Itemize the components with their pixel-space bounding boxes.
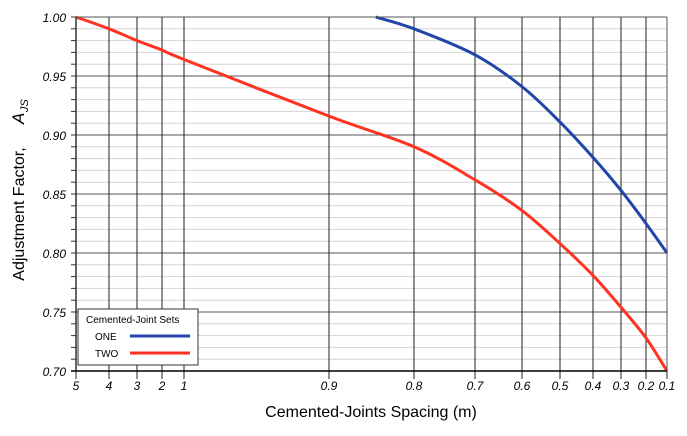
x-tick-label: 2 bbox=[158, 379, 166, 393]
legend: Cemented-Joint Sets ONE TWO bbox=[77, 308, 199, 366]
y-tick-label: 0.90 bbox=[43, 129, 67, 143]
series-line-one bbox=[375, 15, 669, 254]
x-tick-label: 0.7 bbox=[467, 379, 485, 393]
legend-title: Cemented-Joint Sets bbox=[86, 315, 179, 326]
y-axis-label: Adjustment Factor, bbox=[11, 147, 28, 280]
y-tick-label: 1.00 bbox=[43, 11, 67, 25]
x-tick-label: 3 bbox=[134, 379, 141, 393]
y-tick-label: 0.80 bbox=[43, 247, 67, 261]
legend-label-two: TWO bbox=[95, 349, 119, 360]
legend-label-one: ONE bbox=[95, 332, 117, 343]
x-tick-label: 4 bbox=[106, 379, 113, 393]
x-tick-label: 0.1 bbox=[659, 379, 676, 393]
x-axis-label: Cemented-Joints Spacing (m) bbox=[265, 404, 477, 421]
y-tick-label: 0.85 bbox=[43, 188, 67, 202]
y-tick-label: 0.95 bbox=[43, 70, 67, 84]
x-tick-label: 0.8 bbox=[406, 379, 423, 393]
y-axis-subscript: JS bbox=[19, 99, 31, 114]
x-tick-label: 1 bbox=[181, 379, 188, 393]
x-tick-label: 0.5 bbox=[552, 379, 569, 393]
series-lines bbox=[75, 15, 669, 372]
y-tick-label: 0.75 bbox=[43, 306, 67, 320]
x-tick-label: 0.3 bbox=[613, 379, 630, 393]
axes: 5 4 3 2 1 0.9 0.8 0.7 0.6 0.5 0.4 0.3 0.2 0.1 1.00 0.95… bbox=[43, 11, 676, 393]
y-tick-label: 0.70 bbox=[43, 365, 67, 379]
x-tick-label: 0.4 bbox=[585, 379, 602, 393]
series-line-two bbox=[75, 15, 669, 372]
x-tick-label: 0.6 bbox=[514, 379, 531, 393]
x-tick-label: 0.2 bbox=[638, 379, 655, 393]
x-tick-label: 0.9 bbox=[321, 379, 338, 393]
y-axis-symbol: A bbox=[9, 113, 28, 125]
x-tick-label: 5 bbox=[73, 379, 80, 393]
